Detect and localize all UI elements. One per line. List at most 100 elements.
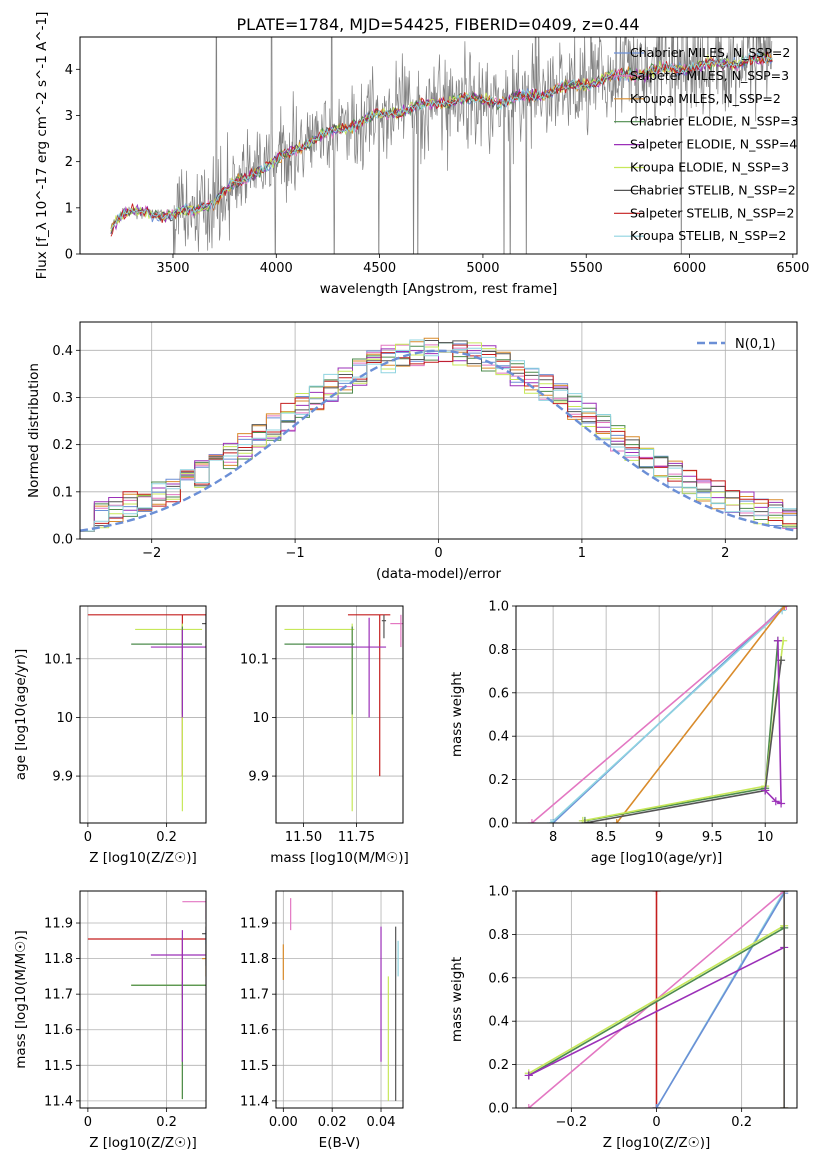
mass-weight-marker bbox=[773, 636, 782, 645]
y-tick-label: 11.6 bbox=[240, 1023, 269, 1038]
mass-weight-marker bbox=[780, 1104, 789, 1108]
axes-frame bbox=[275, 890, 404, 1109]
plot-area bbox=[80, 891, 206, 1108]
mass-weight-line bbox=[531, 606, 787, 823]
x-axis-label: mass [log10(M/M☉)] bbox=[270, 850, 409, 866]
y-tick-label: 10.1 bbox=[240, 652, 269, 667]
x-tick-label: 6500 bbox=[776, 261, 809, 276]
mass-weight-line bbox=[584, 660, 782, 823]
x-tick-label: 8.5 bbox=[596, 830, 617, 845]
mass-weight-line bbox=[550, 609, 783, 823]
x-axis-label: Z [log10(Z/Z☉)] bbox=[89, 1135, 197, 1151]
chart-spectrum: 3500 4000 4500 5000 5500 6000 6500 0 1 2 3 4 wavelen… bbox=[34, 12, 809, 297]
mass-weight-marker bbox=[527, 819, 536, 823]
chart-age_vs_Z: 0 0.2 9.9 10 10.1 Z [log10(Z/Z☉)] age [log10(a… bbox=[13, 605, 207, 866]
mass-weight-marker bbox=[782, 606, 791, 610]
y-tick-label: 11.8 bbox=[240, 952, 269, 967]
mass-weight-line bbox=[528, 925, 785, 1074]
x-tick-label: 0.00 bbox=[269, 1115, 298, 1130]
y-tick-label: 1.0 bbox=[488, 600, 509, 615]
mass-weight-marker bbox=[780, 891, 789, 895]
x-tick-label: 6000 bbox=[673, 261, 706, 276]
figure-title: PLATE=1784, MJD=54425, FIBERID=0409, z=0… bbox=[236, 15, 639, 34]
chart-mass_vs_ebv: 0.00 0.02 0.04 11.4 11.5 11.6 11.7 11.8 11.9 E(B-… bbox=[240, 890, 404, 1151]
mass-weight-marker bbox=[612, 819, 621, 823]
model-spectrum-line bbox=[110, 52, 773, 230]
y-tick-label: 0.2 bbox=[488, 1058, 509, 1073]
chart-age_vs_mass: 11.50 11.75 9.9 10 10.1 mass [log10(M/M☉)] bbox=[240, 605, 409, 866]
axes-frame bbox=[275, 605, 404, 824]
axes-frame bbox=[79, 605, 207, 824]
mass-weight-marker bbox=[780, 606, 789, 610]
legend: N(0,1) bbox=[697, 337, 776, 352]
x-tick-label: 3500 bbox=[156, 261, 189, 276]
y-tick-label: 0.1 bbox=[52, 485, 73, 500]
x-axis-label: wavelength [Angstrom, rest frame] bbox=[320, 281, 558, 297]
mass-weight-line bbox=[655, 892, 785, 1108]
y-tick-label: 0.6 bbox=[488, 686, 509, 701]
x-axis-label: Z [log10(Z/Z☉)] bbox=[603, 1135, 711, 1151]
y-tick-label: 0.4 bbox=[52, 344, 73, 359]
mass-weight-marker bbox=[777, 799, 786, 808]
legend-label: Salpeter MILES, N_SSP=3 bbox=[630, 68, 789, 83]
x-axis-label: E(B-V) bbox=[319, 1135, 361, 1151]
x-tick-label: 11.75 bbox=[338, 830, 375, 845]
plot-area bbox=[80, 322, 797, 539]
y-tick-label: 10.1 bbox=[44, 652, 73, 667]
mass-weight-marker bbox=[652, 891, 661, 895]
x-tick-label: 9 bbox=[655, 830, 663, 845]
y-tick-label: 11.9 bbox=[44, 917, 73, 932]
y-tick-label: 9.9 bbox=[52, 770, 73, 785]
x-axis-label: Z [log10(Z/Z☉)] bbox=[89, 850, 197, 866]
y-tick-label: 10 bbox=[252, 711, 269, 726]
mass-weight-marker bbox=[524, 1104, 533, 1108]
legend-label: Chabrier ELODIE, N_SSP=3 bbox=[630, 114, 799, 129]
x-tick-label: 0.2 bbox=[731, 1115, 752, 1130]
y-tick-label: 0.4 bbox=[488, 1015, 509, 1030]
x-tick-label: 0.2 bbox=[156, 830, 177, 845]
plot-area bbox=[516, 891, 797, 1108]
mass-weight-marker bbox=[771, 797, 780, 806]
legend-label: Salpeter ELODIE, N_SSP=4 bbox=[630, 137, 797, 152]
x-tick-label: −2 bbox=[142, 546, 161, 561]
residual-histogram bbox=[80, 339, 797, 539]
mass-weight-line bbox=[582, 640, 784, 822]
y-tick-label: 3 bbox=[65, 109, 73, 124]
y-axis-label: mass [log10(M/M☉)] bbox=[13, 930, 29, 1069]
x-axis-label: (data-model)/error bbox=[376, 566, 502, 582]
legend-label: N(0,1) bbox=[735, 337, 776, 352]
mass-weight-line bbox=[764, 640, 782, 805]
mass-weight-line bbox=[616, 606, 785, 823]
y-tick-label: 10 bbox=[56, 711, 73, 726]
chart-mass_vs_Z: 0 0.2 11.4 11.5 11.6 11.7 11.8 11.9 Z [log10(Z/Z… bbox=[13, 890, 207, 1151]
x-tick-label: 1 bbox=[578, 546, 586, 561]
mass-weight-line bbox=[528, 946, 785, 1077]
x-tick-label: 8 bbox=[549, 830, 557, 845]
x-tick-label: 2 bbox=[721, 546, 729, 561]
x-tick-label: 5500 bbox=[570, 261, 603, 276]
y-axis-label: age [log10(age/yr)] bbox=[13, 649, 29, 781]
y-tick-label: 1 bbox=[65, 201, 73, 216]
y-tick-label: 11.4 bbox=[240, 1094, 269, 1109]
legend-label: Kroupa STELIB, N_SSP=2 bbox=[630, 228, 786, 243]
x-tick-label: 4000 bbox=[260, 261, 293, 276]
legend-label: Chabrier MILES, N_SSP=2 bbox=[630, 45, 790, 60]
plot-area bbox=[110, 37, 773, 254]
x-tick-label: 0.04 bbox=[367, 1115, 396, 1130]
x-tick-label: 0.02 bbox=[318, 1115, 347, 1130]
y-tick-label: 11.7 bbox=[240, 988, 269, 1003]
normal-reference-curve bbox=[80, 349, 797, 532]
chart-massweight_vs_age: 8 8.5 9 9.5 10 0.0 0.2 0.4 0.6 0.8 1.0 age [log10(a… bbox=[449, 600, 798, 866]
y-tick-label: 0.4 bbox=[488, 730, 509, 745]
y-tick-label: 11.6 bbox=[44, 1023, 73, 1038]
y-axis-label: Flux [f_λ 10^-17 erg cm^-2 s^-1 A^-1] bbox=[34, 12, 50, 280]
y-tick-label: 11.9 bbox=[240, 917, 269, 932]
axes-frame bbox=[79, 321, 798, 540]
mass-weight-marker bbox=[546, 819, 555, 823]
y-tick-label: 11.8 bbox=[44, 952, 73, 967]
x-tick-label: 0.2 bbox=[156, 1115, 177, 1130]
x-tick-label: 0 bbox=[652, 1115, 660, 1130]
y-tick-label: 1.0 bbox=[488, 885, 509, 900]
plot-area bbox=[276, 606, 403, 823]
